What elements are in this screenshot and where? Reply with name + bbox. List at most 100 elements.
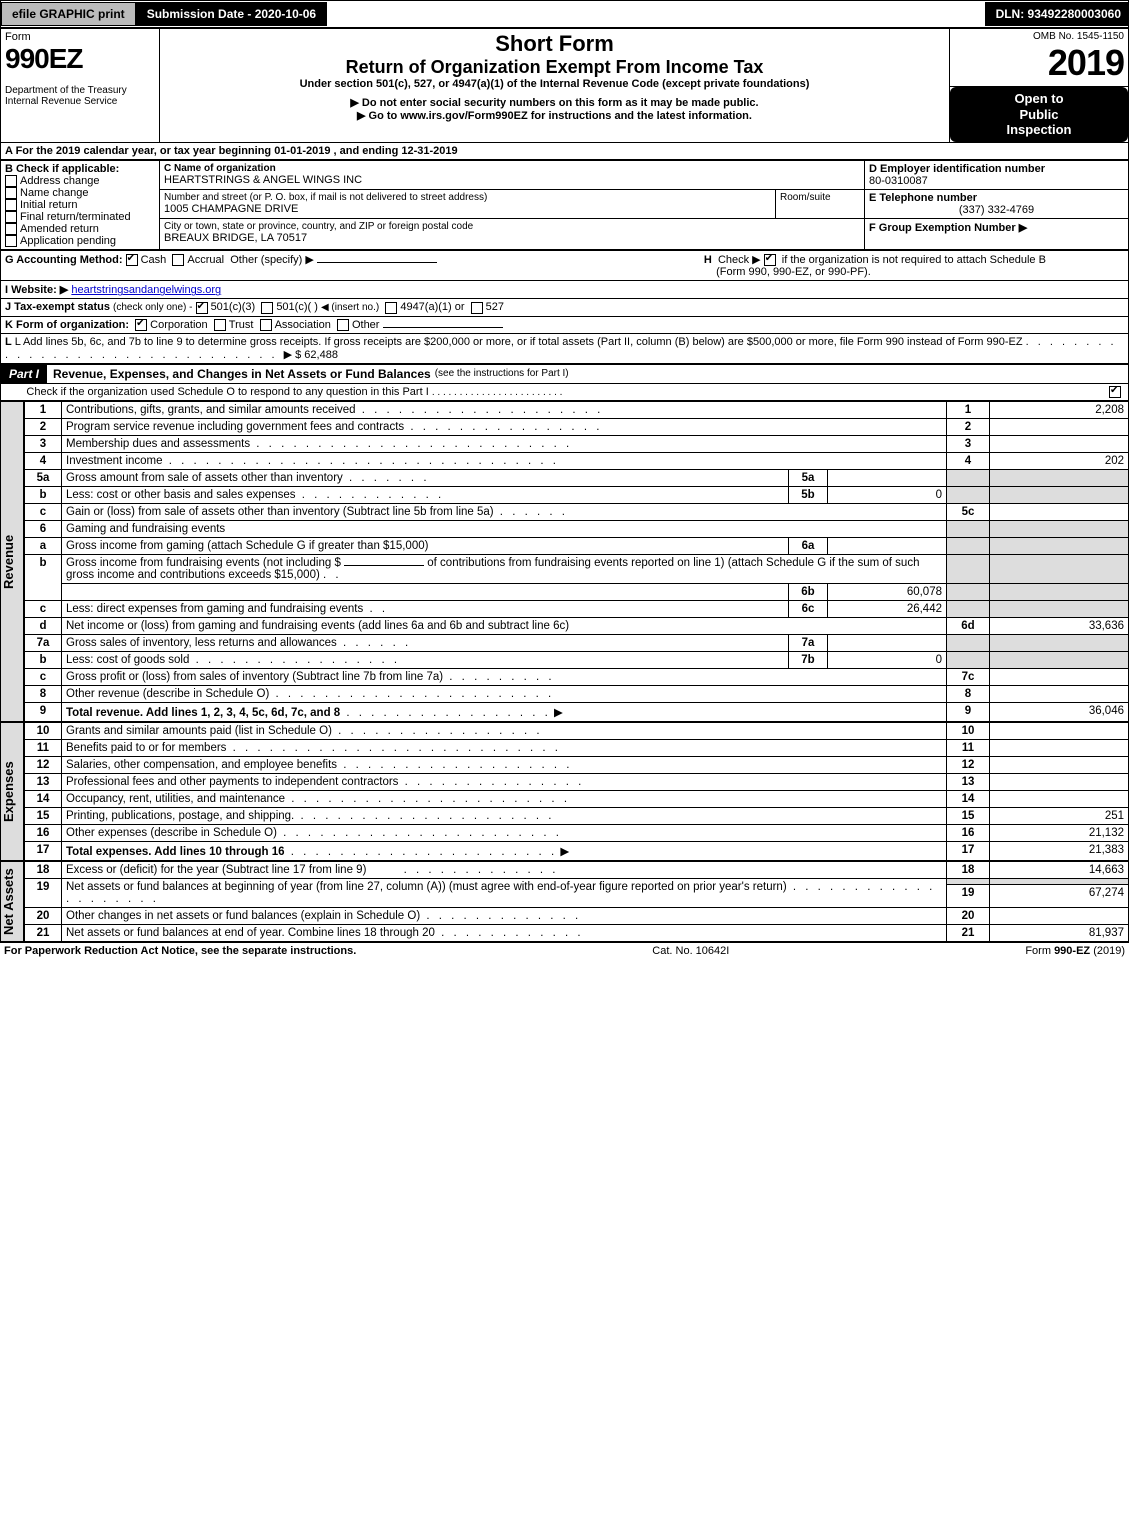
chk-initial-return[interactable]: Initial return bbox=[5, 199, 155, 211]
netassets-table: 18Excess or (deficit) for the year (Subt… bbox=[24, 861, 1129, 942]
part-i-header: Part I Revenue, Expenses, and Changes in… bbox=[0, 364, 1129, 384]
chk-501c[interactable]: 501(c)( ) bbox=[261, 301, 318, 313]
chk-501c3[interactable]: 501(c)(3) bbox=[196, 301, 256, 313]
chk-schedule-o[interactable] bbox=[1109, 386, 1124, 398]
org-info-block: B Check if applicable: Address change Na… bbox=[0, 160, 1129, 251]
box-b-label: B Check if applicable: bbox=[5, 163, 155, 175]
submission-date-label: Submission Date - 2020-10-06 bbox=[136, 2, 327, 26]
revenue-table: 1 Contributions, gifts, grants, and simi… bbox=[24, 401, 1129, 722]
chk-cash[interactable]: Cash bbox=[126, 254, 167, 266]
line-20-value bbox=[990, 907, 1129, 924]
chk-final-return[interactable]: Final return/terminated bbox=[5, 211, 155, 223]
box-c-street-label: Number and street (or P. O. box, if mail… bbox=[164, 192, 771, 203]
title-short-form: Short Form bbox=[164, 31, 945, 57]
line-3-value bbox=[990, 435, 1129, 452]
footer-paperwork: For Paperwork Reduction Act Notice, see … bbox=[4, 945, 356, 957]
chk-corp[interactable]: Corporation bbox=[135, 319, 207, 331]
under-section: Under section 501(c), 527, or 4947(a)(1)… bbox=[164, 78, 945, 90]
chk-address-change[interactable]: Address change bbox=[5, 175, 155, 187]
line-5a-value bbox=[828, 469, 947, 486]
line-h-text3: (Form 990, 990-EZ, or 990-PF). bbox=[716, 266, 871, 278]
chk-h[interactable] bbox=[764, 254, 779, 266]
line-1-value: 2,208 bbox=[990, 401, 1129, 418]
form-word: Form bbox=[5, 31, 155, 43]
title-return: Return of Organization Exempt From Incom… bbox=[164, 57, 945, 78]
line-17-value: 21,383 bbox=[990, 841, 1129, 860]
line-4-value: 202 bbox=[990, 452, 1129, 469]
chk-name-change[interactable]: Name change bbox=[5, 187, 155, 199]
chk-accrual[interactable]: Accrual bbox=[172, 254, 224, 266]
line-l: L L Add lines 5b, 6c, and 7b to line 9 t… bbox=[0, 334, 1129, 364]
line-6a-value bbox=[828, 537, 947, 554]
line-6d-value: 33,636 bbox=[990, 617, 1129, 634]
section-expenses-label: Expenses bbox=[0, 722, 24, 861]
box-c-name-label: C Name of organization bbox=[164, 163, 860, 174]
line-k: K Form of organization: Corporation Trus… bbox=[0, 317, 1129, 334]
gross-receipts-amount: $ 62,488 bbox=[295, 349, 338, 361]
line-j: J Tax-exempt status (check only one) - 5… bbox=[0, 299, 1129, 316]
line-7c-value bbox=[990, 668, 1129, 685]
box-e-label: E Telephone number bbox=[869, 192, 1124, 204]
lines-g-h: G Accounting Method: Cash Accrual Other … bbox=[0, 250, 1129, 281]
line-a-tax-year: A For the 2019 calendar year, or tax yea… bbox=[0, 143, 1129, 160]
line-14-value bbox=[990, 790, 1129, 807]
line-15-value: 251 bbox=[990, 807, 1129, 824]
box-c-room-label: Room/suite bbox=[780, 192, 860, 203]
page-footer: For Paperwork Reduction Act Notice, see … bbox=[0, 942, 1129, 959]
form-header: Form 990EZ Department of the Treasury In… bbox=[0, 28, 1129, 143]
org-name: HEARTSTRINGS & ANGEL WINGS INC bbox=[164, 174, 860, 186]
website-link[interactable]: heartstringsandangelwings.org bbox=[71, 284, 221, 296]
part-i-note: (see the instructions for Part I) bbox=[431, 368, 569, 379]
line-h-text1: Check ▶ bbox=[718, 254, 761, 266]
line-5c-value bbox=[990, 503, 1129, 520]
dln-label: DLN: 93492280003060 bbox=[985, 2, 1128, 26]
warn-goto: ▶ Go to www.irs.gov/Form990EZ for instru… bbox=[164, 109, 945, 122]
omb-label: OMB No. 1545-1150 bbox=[954, 31, 1124, 42]
line-13-value bbox=[990, 773, 1129, 790]
part-i-check-row: Check if the organization used Schedule … bbox=[0, 384, 1129, 401]
line-6b-value: 60,078 bbox=[828, 583, 947, 600]
line-7b-value: 0 bbox=[828, 651, 947, 668]
part-i-label: Part I bbox=[1, 365, 47, 383]
line-9-value: 36,046 bbox=[990, 702, 1129, 721]
expenses-table: 10Grants and similar amounts paid (list … bbox=[24, 722, 1129, 861]
box-d-label: D Employer identification number bbox=[869, 163, 1124, 175]
line-18-value: 14,663 bbox=[990, 861, 1129, 878]
line-21-value: 81,937 bbox=[990, 924, 1129, 941]
org-city: BREAUX BRIDGE, LA 70517 bbox=[164, 232, 860, 244]
chk-4947[interactable]: 4947(a)(1) or bbox=[385, 301, 464, 313]
line-h-label: H bbox=[704, 254, 712, 266]
chk-assoc[interactable]: Association bbox=[260, 319, 331, 331]
line-10-value bbox=[990, 722, 1129, 739]
part-i-title: Revenue, Expenses, and Changes in Net As… bbox=[47, 367, 431, 381]
telephone-value: (337) 332-4769 bbox=[869, 204, 1124, 216]
ein-value: 80-0310087 bbox=[869, 175, 1124, 187]
section-revenue-label: Revenue bbox=[0, 401, 24, 722]
form-number: 990EZ bbox=[5, 43, 155, 75]
chk-527[interactable]: 527 bbox=[471, 301, 504, 313]
warn-ssn: ▶ Do not enter social security numbers o… bbox=[164, 96, 945, 109]
footer-formref: Form 990-EZ (2019) bbox=[1025, 945, 1125, 957]
tax-year: 2019 bbox=[954, 42, 1124, 84]
line-g-label: G Accounting Method: bbox=[5, 254, 123, 266]
line-2-value bbox=[990, 418, 1129, 435]
top-bar: efile GRAPHIC print Submission Date - 20… bbox=[0, 0, 1129, 28]
open-to-public: Open to Public Inspection bbox=[950, 87, 1128, 142]
chk-amended-return[interactable]: Amended return bbox=[5, 223, 155, 235]
box-f-label: F Group Exemption Number ▶ bbox=[869, 221, 1124, 234]
org-street: 1005 CHAMPAGNE DRIVE bbox=[164, 203, 771, 215]
chk-application-pending[interactable]: Application pending bbox=[5, 235, 155, 247]
line-5b-value: 0 bbox=[828, 486, 947, 503]
line-h-text2: if the organization is not required to a… bbox=[782, 254, 1046, 266]
line-6c-value: 26,442 bbox=[828, 600, 947, 617]
chk-k-other[interactable]: Other bbox=[337, 319, 380, 331]
dept-label: Department of the Treasury bbox=[5, 85, 155, 96]
line-19-value: 67,274 bbox=[990, 885, 1129, 907]
irs-label: Internal Revenue Service bbox=[5, 96, 155, 107]
line-g-other: Other (specify) ▶ bbox=[230, 254, 314, 266]
chk-trust[interactable]: Trust bbox=[214, 319, 254, 331]
box-c-city-label: City or town, state or province, country… bbox=[164, 221, 860, 232]
line-i: I Website: ▶ heartstringsandangelwings.o… bbox=[0, 281, 1129, 299]
efile-print-button[interactable]: efile GRAPHIC print bbox=[1, 2, 136, 26]
line-8-value bbox=[990, 685, 1129, 702]
